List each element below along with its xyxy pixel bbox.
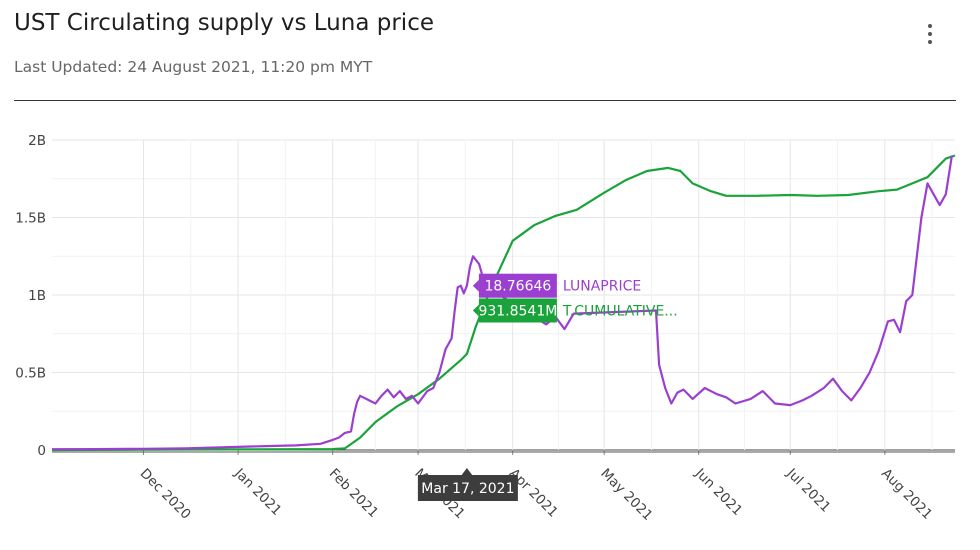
tooltip-value-box xyxy=(478,273,557,298)
y-tick-label: 1.5B xyxy=(15,211,46,227)
series-line-0 xyxy=(51,154,956,452)
date-tooltip-box xyxy=(417,475,518,501)
chart-series xyxy=(51,154,956,452)
tooltip-pointer xyxy=(472,279,479,292)
header-divider xyxy=(14,100,956,101)
more-options-icon[interactable] xyxy=(918,22,942,46)
x-tick-label: Jan 2021 xyxy=(231,465,285,519)
tooltip-value-label: 18.76646 xyxy=(484,279,551,295)
last-updated: Last Updated: 24 August 2021, 11:20 pm M… xyxy=(14,58,373,76)
tooltip-value-box xyxy=(478,298,557,323)
tooltip-pointer xyxy=(472,304,479,317)
x-tick-label: Jun 2021 xyxy=(691,465,745,519)
x-tick-label: Aug 2021 xyxy=(878,466,935,523)
x-tick-label: Feb 2021 xyxy=(326,466,382,522)
y-tick-label: 0.5B xyxy=(15,366,46,382)
tooltip-value-label: 931.8541M xyxy=(478,304,557,320)
series-line-1 xyxy=(51,155,953,451)
date-tooltip-pointer xyxy=(460,468,473,476)
tooltip-series-name: LUNAPRICE xyxy=(563,279,641,295)
chart-title: UST Circulating supply vs Luna price xyxy=(14,10,434,36)
hover-overlay: Mar 17, 2021 18.76646 LUNAPRICE 931.8541M T.… xyxy=(417,273,678,501)
y-tick-label: 0 xyxy=(37,443,46,459)
x-tick-label: Jul 2021 xyxy=(783,465,834,516)
tooltip-series-name: T.CUMULATIVE... xyxy=(562,304,678,320)
y-tick-label: 2B xyxy=(28,133,46,149)
x-tick-label: May 2021 xyxy=(597,466,655,524)
date-tooltip-label: Mar 17, 2021 xyxy=(421,481,514,497)
x-tick-label: Dec 2020 xyxy=(137,466,194,523)
y-axis: 0 0.5B 1B 1.5B 2B xyxy=(15,133,46,459)
y-tick-label: 1B xyxy=(28,288,46,304)
